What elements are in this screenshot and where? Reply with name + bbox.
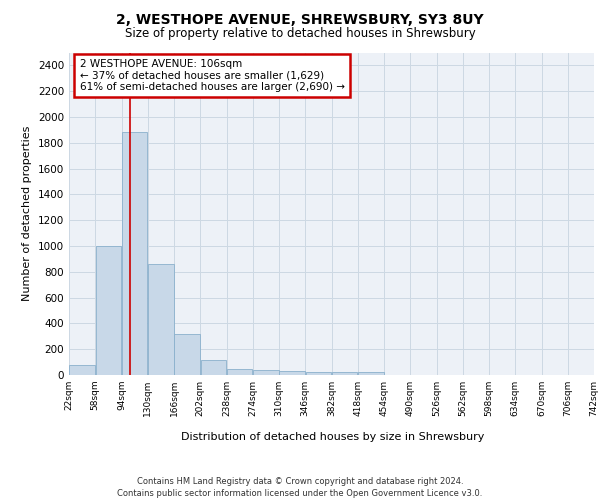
Text: Contains HM Land Registry data © Crown copyright and database right 2024.
Contai: Contains HM Land Registry data © Crown c… (118, 476, 482, 498)
Bar (148, 264, 173, 375)
Bar (358, 372, 383, 375)
Bar (70, 364, 95, 375)
Bar (332, 372, 358, 375)
Bar (200, 360, 226, 375)
Text: 2 WESTHOPE AVENUE: 106sqm
← 37% of detached houses are smaller (1,629)
61% of se: 2 WESTHOPE AVENUE: 106sqm ← 37% of detac… (79, 59, 344, 92)
Bar (175, 334, 200, 375)
Text: 2, WESTHOPE AVENUE, SHREWSBURY, SY3 8UY: 2, WESTHOPE AVENUE, SHREWSBURY, SY3 8UY (116, 12, 484, 26)
Text: Size of property relative to detached houses in Shrewsbury: Size of property relative to detached ho… (125, 28, 475, 40)
Text: Distribution of detached houses by size in Shrewsbury: Distribution of detached houses by size … (181, 432, 485, 442)
Bar (95, 246, 121, 375)
Bar (122, 132, 148, 375)
Y-axis label: Number of detached properties: Number of detached properties (22, 126, 32, 302)
Bar (253, 370, 278, 375)
Bar (305, 372, 331, 375)
Bar (280, 371, 305, 375)
Bar (227, 368, 253, 375)
